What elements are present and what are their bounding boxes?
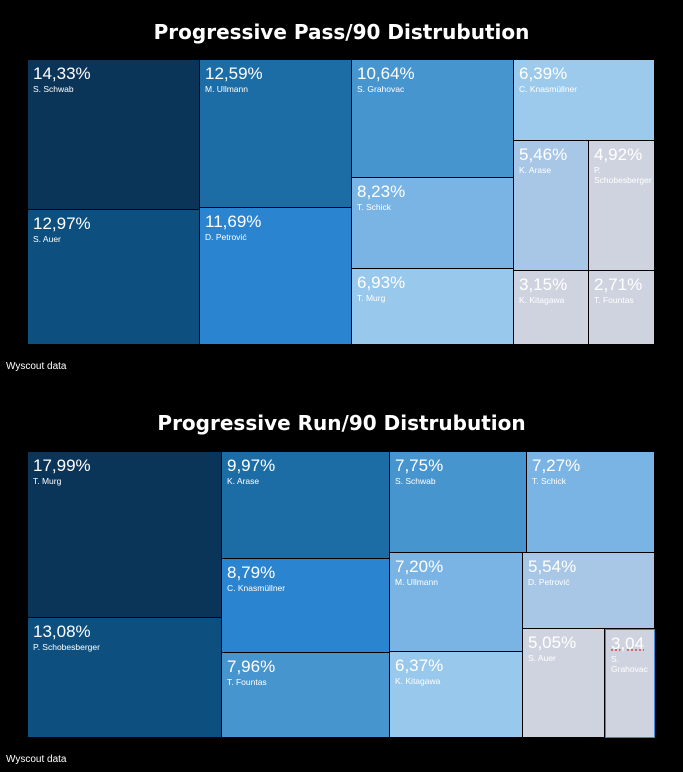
tile-player-name: T. Fountas (594, 295, 634, 305)
tile-value-label: 7,27% (532, 456, 581, 475)
tile-player-name: M. Ullmann (205, 84, 248, 94)
run-tile-d-petrovic[interactable]: 5,54% D. Petrović (523, 553, 655, 629)
tile-player-name: P. Schobesberger (594, 165, 652, 185)
tile-player-name: T. Fountas (227, 677, 267, 687)
run-source-note: Wyscout data (6, 754, 67, 765)
tile-value-label: 4,92% (594, 145, 643, 164)
run-tile-c-knasmullner[interactable]: 8,79% C. Knasmüllner (222, 559, 390, 653)
tile-value-label: 6,93% (357, 273, 406, 292)
tile-player-name: P. Schobesberger (33, 642, 100, 652)
tile-player-name: C. Knasmüllner (519, 84, 578, 94)
tile-value-label: 12,59% (205, 64, 263, 83)
tile-value-label: 10,64% (357, 64, 415, 83)
tile-value-label: 2,71% (594, 275, 643, 294)
tile-value-label: 12,97% (33, 214, 91, 233)
tile-player-name: K. Arase (227, 476, 260, 486)
tile-value-label: 6,37% (395, 656, 444, 675)
tile-player-name: S. Schwab (33, 84, 74, 94)
pass-tile-t-murg[interactable]: 6,93% T. Murg (352, 269, 514, 345)
pass-tile-d-petrovic[interactable]: 11,69% D. Petrović (200, 208, 352, 345)
tile-player-name: M. Ullmann (395, 577, 438, 587)
tile-player-name: T. Murg (33, 476, 62, 486)
tile-value-label: 3,04 (611, 634, 645, 653)
tile-player-name: S. Auer (528, 653, 556, 663)
pass-tile-s-schwab[interactable]: 14,33% S. Schwab (28, 60, 200, 210)
pass-tile-m-ullmann[interactable]: 12,59% M. Ullmann (200, 60, 352, 208)
run-tile-t-fountas[interactable]: 7,96% T. Fountas (222, 653, 390, 738)
tile-value-label: 5,05% (528, 633, 577, 652)
tile-value-label: 11,69% (205, 212, 262, 231)
tile-value-label: 7,20% (395, 557, 444, 576)
tile-value-label: 8,79% (227, 563, 276, 582)
run-tile-s-auer[interactable]: 5,05% S. Auer (523, 629, 605, 738)
run-treemap: 17,99% T. Murg 9,97% K. Arase 7,75% S. Schwab… (28, 452, 655, 738)
tile-value-label: 14,33% (33, 64, 91, 83)
tile-player-name: T. Schick (357, 202, 392, 212)
tile-player-name: S. Grahovac (611, 654, 648, 674)
tile-player-name: S. Schwab (395, 476, 436, 486)
tile-value-label: 17,99% (33, 456, 91, 475)
tile-player-name: C. Knasmüllner (227, 583, 286, 593)
tile-player-name: S. Grahovac (357, 84, 405, 94)
run-tile-k-arase[interactable]: 9,97% K. Arase (222, 452, 390, 559)
pass-tile-t-fountas[interactable]: 2,71% T. Fountas (589, 271, 655, 345)
pass-chart-title: Progressive Pass/90 Distrubution (153, 20, 530, 44)
tile-player-name: K. Kitagawa (395, 676, 441, 686)
tile-player-name: D. Petrović (205, 232, 247, 242)
tile-player-name: T. Murg (357, 293, 386, 303)
tile-value-label: 5,54% (528, 557, 577, 576)
tile-player-name: T. Schick (532, 476, 567, 486)
tile-value-label: 3,15% (519, 275, 568, 294)
run-tile-t-schick[interactable]: 7,27% T. Schick (527, 452, 655, 553)
pass-tile-k-kitagawa[interactable]: 3,15% K. Kitagawa (514, 271, 589, 345)
pass-tile-p-schobesberger[interactable]: 4,92% P. Schobesberger (589, 141, 655, 271)
run-tile-k-kitagawa[interactable]: 6,37% K. Kitagawa (390, 652, 523, 738)
pass-tile-t-schick[interactable]: 8,23% T. Schick (352, 178, 514, 269)
tile-value-label: 5,46% (519, 145, 568, 164)
run-tile-m-ullmann[interactable]: 7,20% M. Ullmann (390, 553, 523, 652)
tile-player-name: K. Arase (519, 165, 552, 175)
run-tile-s-grahovac[interactable]: 3,04 S. Grahovac (605, 629, 655, 738)
pass-treemap: 14,33% S. Schwab 12,59% M. Ullmann 10,64% S. … (28, 60, 655, 345)
tile-value-label: 13,08% (33, 622, 91, 641)
tile-value-label: 7,75% (395, 456, 444, 475)
tile-player-name: D. Petrović (528, 577, 570, 587)
tile-value-label: 9,97% (227, 456, 276, 475)
tile-value-label: 7,96% (227, 657, 276, 676)
run-tile-s-schwab[interactable]: 7,75% S. Schwab (390, 452, 527, 553)
tile-player-name: K. Kitagawa (519, 295, 565, 305)
pass-tile-c-knasmullner[interactable]: 6,39% C. Knasmüllner (514, 60, 655, 141)
pass-source-note: Wyscout data (6, 361, 67, 372)
run-tile-p-schobesberger[interactable]: 13,08% P. Schobesberger (28, 618, 222, 738)
tile-value-label: 6,39% (519, 64, 568, 83)
pass-tile-k-arase[interactable]: 5,46% K. Arase (514, 141, 589, 271)
tile-player-name: S. Auer (33, 234, 61, 244)
pass-tile-s-auer[interactable]: 12,97% S. Auer (28, 210, 200, 345)
run-chart-title: Progressive Run/90 Distrubution (157, 411, 526, 435)
pass-tile-s-grahovac[interactable]: 10,64% S. Grahovac (352, 60, 514, 178)
run-tile-t-murg[interactable]: 17,99% T. Murg (28, 452, 222, 618)
tile-value-label: 8,23% (357, 182, 406, 201)
